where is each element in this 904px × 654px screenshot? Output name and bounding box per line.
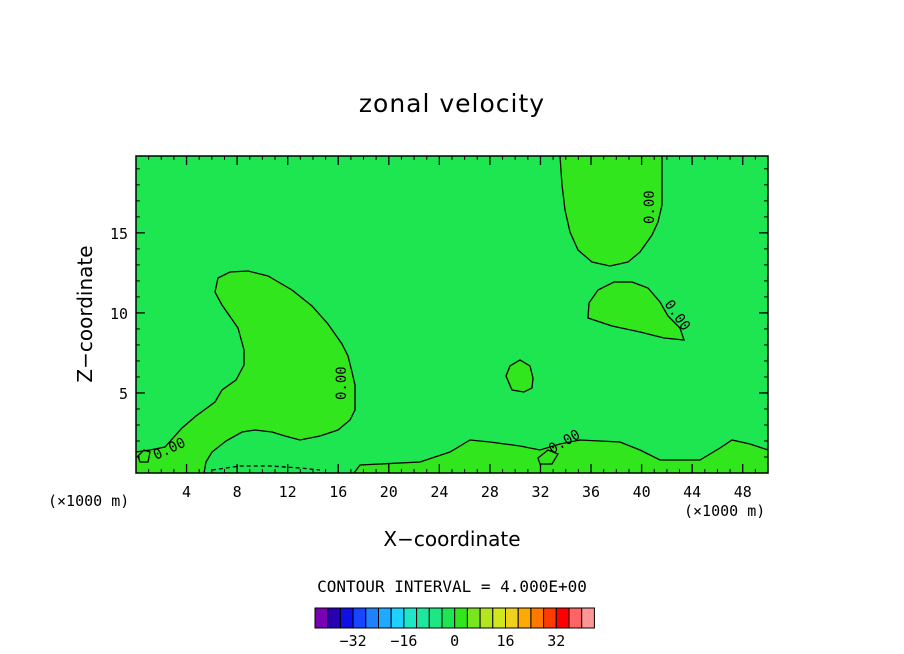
x-tick-label: 4 (182, 483, 191, 501)
colorbar-swatch (530, 607, 545, 629)
x-left-unit-label: (×1000 m) (48, 492, 129, 510)
x-tick-label: 24 (430, 483, 448, 501)
colorbar-swatch (454, 607, 468, 629)
colorbar-swatch (416, 607, 430, 629)
colorbar-swatch (390, 607, 405, 629)
colorbar-tick-label: 32 (547, 632, 565, 650)
contour-line-left (135, 270, 356, 474)
colorbar-swatch (505, 607, 519, 629)
colorbar-swatch (492, 607, 506, 629)
x-tick-label: 16 (329, 483, 347, 501)
colorbar-swatch (327, 607, 341, 629)
colorbar-swatch (441, 607, 456, 629)
contour-lines (135, 155, 769, 474)
colorbar-swatch (517, 607, 532, 629)
colorbar (314, 607, 595, 629)
colorbar-tick-labels: −32 −16 0 16 32 (340, 632, 566, 650)
colorbar-swatch (428, 607, 443, 629)
colorbar-swatch (352, 607, 367, 629)
positive-region-small-blob (506, 360, 533, 392)
contour-label-2: 0.00 (334, 366, 350, 400)
colorbar-tick-label: 16 (496, 632, 514, 650)
colorbar-swatch (339, 607, 354, 629)
x-tick-label: 12 (279, 483, 297, 501)
contour-interval-label: CONTOUR INTERVAL = 4.000E+00 (317, 577, 587, 596)
contour-line-small-left (137, 449, 151, 463)
colorbar-swatch (479, 607, 494, 629)
x-axis-label: X−coordinate (383, 527, 520, 551)
x-tick-label: 48 (734, 483, 752, 501)
contour-line-bottom (353, 439, 769, 474)
x-tick-label: 40 (633, 483, 651, 501)
contour-line-middle-right (587, 281, 685, 341)
colorbar-tick-label: −16 (390, 632, 417, 650)
colorbar-swatch (365, 607, 379, 629)
colorbar-swatch (581, 607, 595, 629)
x-right-unit-label: (×1000 m) (684, 502, 765, 520)
contour-line-small-mid (537, 449, 559, 465)
colorbar-swatch (314, 607, 329, 629)
x-tick-label: 36 (582, 483, 600, 501)
colorbar-swatch (568, 607, 583, 629)
contour-line-upper-right (559, 155, 663, 267)
x-tick-label: 32 (531, 483, 549, 501)
colorbar-tick-label: −32 (340, 632, 367, 650)
contour-line-blob (505, 359, 534, 393)
positive-region-left (136, 271, 355, 473)
colorbar-swatch (543, 607, 557, 629)
colorbar-tick-label: 0 (450, 632, 459, 650)
x-tick-label: 28 (481, 483, 499, 501)
colorbar-swatch (378, 607, 392, 629)
colorbar-swatch (403, 607, 418, 629)
chart-title: zonal velocity (359, 89, 545, 118)
contour-label-3: 0.00 (642, 190, 658, 224)
contour-line-negative (211, 465, 321, 471)
colorbar-swatch (555, 607, 570, 629)
plot-area: 0.00 0.00 0.00 0.00 0.00 4 8 12 16 20 24 28 32 3… (110, 155, 769, 501)
colorbar-swatch (466, 607, 481, 629)
x-tick-label: 20 (380, 483, 398, 501)
positive-region-upper-right (560, 156, 662, 266)
y-tick-label: 10 (110, 305, 128, 323)
x-tick-label: 8 (233, 483, 242, 501)
y-axis-label: Z−coordinate (73, 245, 97, 382)
x-tick-label: 44 (683, 483, 701, 501)
y-tick-label: 15 (110, 225, 128, 243)
y-tick-label: 5 (119, 385, 128, 403)
